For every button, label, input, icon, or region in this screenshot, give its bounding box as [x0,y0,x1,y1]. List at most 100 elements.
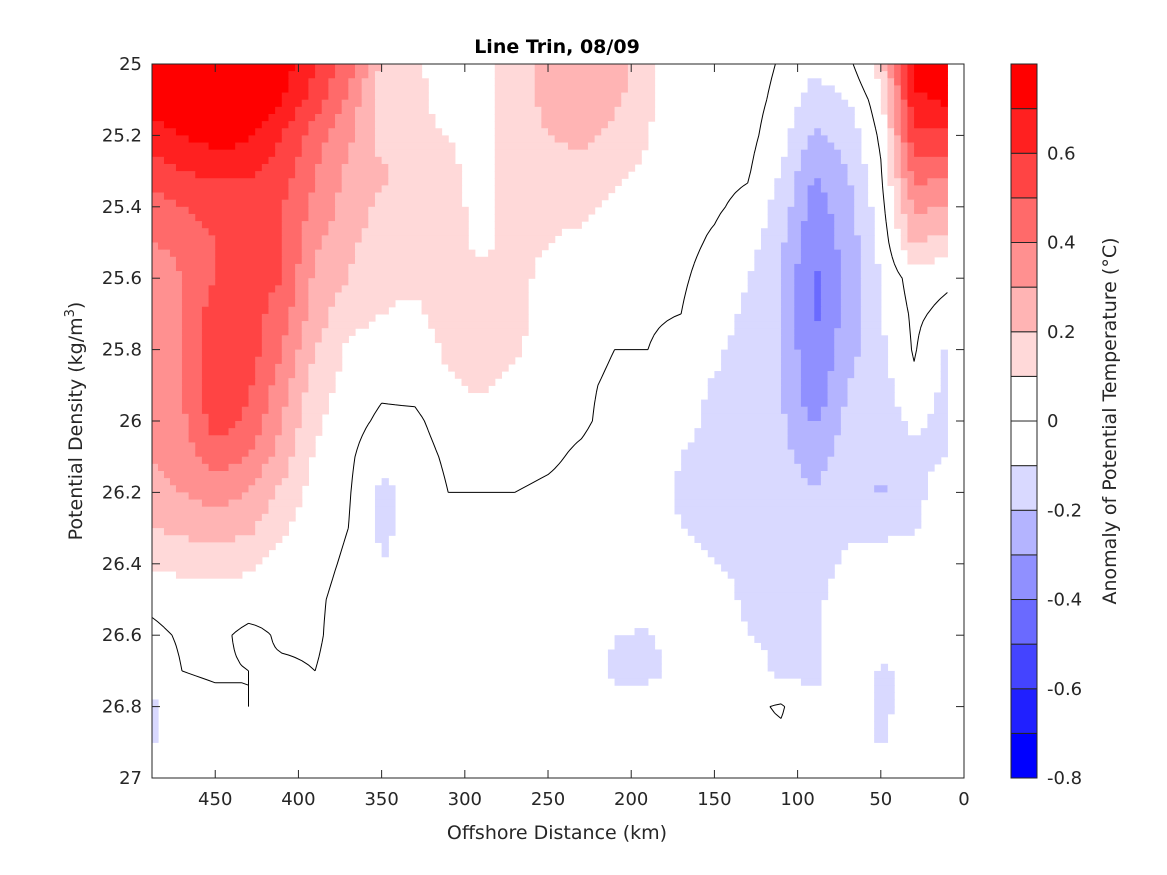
contour-fill-cell [288,313,310,322]
contour-fill-cell [874,678,895,686]
contour-fill-cell [295,435,316,444]
contour-fill-cell [900,99,909,108]
colorbar-band [1010,420,1038,467]
contour-fill-cell [201,406,243,415]
contour-fill-cell [914,113,948,122]
contour-fill-cell [767,206,789,215]
contour-fill-cell [295,113,316,122]
contour-fill-cell [614,678,649,686]
colorbar [1010,63,1038,779]
contour-fill-cell [887,171,895,179]
contour-fill-cell [428,321,529,329]
contour-fill-cell [152,292,183,301]
contour-fill-cell [275,285,296,294]
contour-fill-cell [754,263,782,272]
contour-fill-cell [152,85,290,94]
contour-fill-cell [780,242,802,251]
contour-fill-cell [494,135,556,144]
contour-fill-cell [201,221,283,229]
contour-fill-cell [152,128,177,136]
contour-fill-cell [907,85,915,94]
colorbar-band [1010,554,1038,601]
contour-fill-cell [900,199,915,208]
contour-fill-cell [787,435,835,444]
x-tick-label: 300 [448,789,482,810]
contour-fill-cell [181,306,203,315]
contour-fill-cell [534,78,629,87]
contour-fill-cell [874,685,895,693]
contour-fill-cell [880,85,889,94]
contour-fill-cell [454,371,503,379]
contour-fill-cell [860,349,889,358]
contour-fill-cell [900,85,909,94]
contour-fill-cell [195,213,283,222]
contour-fill-cell [308,292,336,301]
contour-fill-cell [361,92,376,101]
contour-fill-cell [434,328,529,336]
contour-fill-cell [794,106,855,115]
contour-fill-cell [681,463,802,472]
contour-fill-cell [152,356,183,365]
contour-fill-cell [627,78,656,87]
contour-fill-cell [348,271,536,279]
contour-fill-cell [381,64,423,72]
contour-fill-cell [301,249,316,258]
contour-fill-cell [860,321,882,329]
contour-fill-cell [541,106,616,115]
contour-fill-cell [261,513,296,522]
colorbar-tick-label: -0.2 [1047,500,1082,521]
contour-fill-cell [152,449,196,458]
contour-fill-cell [201,392,250,401]
contour-fill-cell [281,349,296,358]
contour-fill-cell [607,656,662,665]
contour-fill-cell [288,399,303,408]
contour-fill-cell [794,271,815,279]
contour-fill-cell [448,363,509,372]
y-tick-label: 26.6 [102,625,142,646]
contour-fill-cell [840,278,862,286]
contour-fill-cell [188,135,250,144]
contour-fill-cell [348,149,376,158]
contour-fill-cell [208,421,236,429]
contour-fill-cell [767,199,795,208]
contour-fill-cell [163,528,256,536]
contour-fill-cell [355,106,376,115]
contour-fill-cell [341,171,389,179]
contour-fill-cell [152,278,183,286]
contour-fill-cell [494,71,536,79]
contour-fill-cell [894,221,909,229]
contour-fill-cell [308,363,343,372]
contour-fill-cell [301,235,323,244]
contour-fill-cell [887,135,895,144]
contour-fill-cell [767,663,822,672]
contour-fill-cell [840,285,862,294]
contour-fill-cell [780,313,795,322]
contour-fill-cell [248,385,270,394]
contour-fill-cell [827,206,855,215]
contour-fill-cell [181,328,203,336]
contour-fill-cell [701,413,789,422]
contour-fill-cell [281,335,303,344]
contour-fill-cell [295,299,310,308]
contour-fill-cell [880,663,889,672]
contour-fill-cell [734,313,782,322]
contour-fill-cell [794,185,809,194]
contour-fill-cell [548,128,602,136]
contour-fill-cell [834,235,862,244]
contour-fill-cell [847,385,895,394]
contour-fill-cell [255,356,283,365]
contour-fill-cell [321,328,356,336]
contour-fill-cell [494,92,536,101]
contour-fill-cell [228,463,263,472]
contour-fill-cell [188,206,283,215]
contour-fill-cell [374,78,429,87]
colorbar-band [1010,108,1038,154]
contour-fill-cell [794,449,835,458]
contour-fill-cell [275,371,296,379]
contour-fill-cell [381,542,389,551]
contour-fill-cell [195,449,250,458]
contour-fill-cell [195,171,256,179]
contour-fill-cell [261,342,283,351]
contour-fill-cell [368,213,469,222]
contour-fill-cell [295,263,316,272]
